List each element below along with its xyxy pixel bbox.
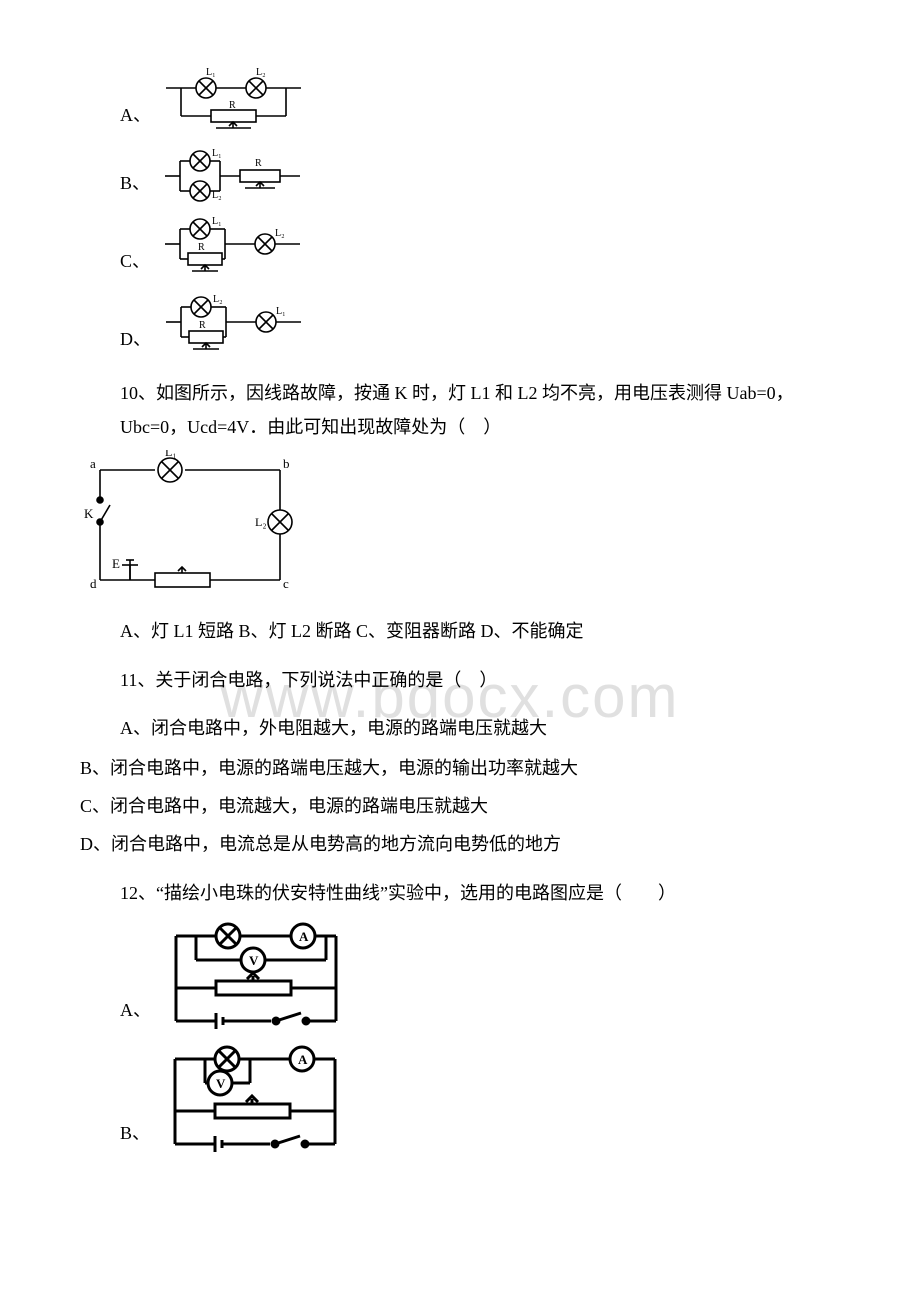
q9-circuit-A: L₁ L₂ R	[161, 68, 311, 138]
q9-circuit-C: L₁ R L₂	[160, 214, 310, 284]
q9-A-label: A、	[120, 98, 151, 138]
q12-option-B: B、	[120, 1041, 840, 1156]
svg-text:A: A	[298, 1052, 308, 1067]
svg-text:L₁: L₁	[165, 450, 177, 459]
svg-text:L₂: L₂	[255, 515, 267, 529]
svg-text:L₁: L₁	[276, 306, 286, 317]
svg-text:K: K	[84, 506, 94, 521]
q12-circuit-A: A V	[161, 918, 351, 1033]
q12-circuit-B: A V	[160, 1041, 350, 1156]
q9-option-D: D、 L₂ R L₁	[120, 292, 840, 362]
q11-D: D、闭合电路中，电流总是从电势高的地方流向电势低的地方	[80, 827, 840, 861]
svg-text:R: R	[229, 100, 236, 111]
q9-option-A: A、 L₁ L₂ R	[120, 68, 840, 138]
svg-text:a: a	[90, 456, 96, 471]
svg-text:A: A	[299, 929, 309, 944]
q11-stem: 11、关于闭合电路，下列说法中正确的是（ ）	[120, 663, 840, 697]
svg-text:b: b	[283, 456, 290, 471]
svg-text:d: d	[90, 576, 97, 591]
q12-B-label: B、	[120, 1116, 150, 1156]
svg-text:L₁: L₁	[206, 68, 216, 78]
svg-text:V: V	[216, 1076, 226, 1091]
q11-B: B、闭合电路中，电源的路端电压越大，电源的输出功率就越大	[80, 751, 840, 785]
svg-text:c: c	[283, 576, 289, 591]
q9-option-B: B、 L₁ L₂ R	[120, 146, 840, 206]
svg-text:L₂: L₂	[213, 294, 223, 305]
svg-text:L₂: L₂	[256, 68, 266, 78]
q9-option-C: C、 L₁ R L₂	[120, 214, 840, 284]
q10-stem: 10、如图所示，因线路故障，按通 K 时，灯 L1 和 L2 均不亮，用电压表测…	[120, 376, 840, 444]
q10-circuit: a b c d L₁ L₂ K E	[80, 450, 310, 600]
svg-text:V: V	[249, 953, 259, 968]
svg-text:L₂: L₂	[212, 190, 222, 201]
q11-C: C、闭合电路中，电流越大，电源的路端电压就越大	[80, 789, 840, 823]
q12-option-A: A、	[120, 918, 840, 1033]
svg-text:L₁: L₁	[212, 216, 222, 227]
q9-circuit-B: L₁ L₂ R	[160, 146, 310, 206]
q11-A: A、闭合电路中，外电阻越大，电源的路端电压就越大	[120, 711, 840, 745]
svg-text:R: R	[199, 320, 206, 331]
svg-text:R: R	[198, 242, 205, 253]
q9-C-label: C、	[120, 244, 150, 284]
svg-text:E: E	[112, 556, 120, 571]
q9-B-label: B、	[120, 166, 150, 206]
q9-D-label: D、	[120, 322, 151, 362]
q9-circuit-D: L₂ R L₁	[161, 292, 311, 362]
svg-text:L₂: L₂	[275, 228, 285, 239]
svg-text:L₁: L₁	[212, 148, 222, 159]
q12-stem: 12、“描绘小电珠的伏安特性曲线”实验中，选用的电路图应是（ ）	[120, 876, 840, 910]
q12-A-label: A、	[120, 993, 151, 1033]
q10-choices: A、灯 L1 短路 B、灯 L2 断路 C、变阻器断路 D、不能确定	[120, 614, 840, 648]
svg-text:R: R	[255, 158, 262, 169]
